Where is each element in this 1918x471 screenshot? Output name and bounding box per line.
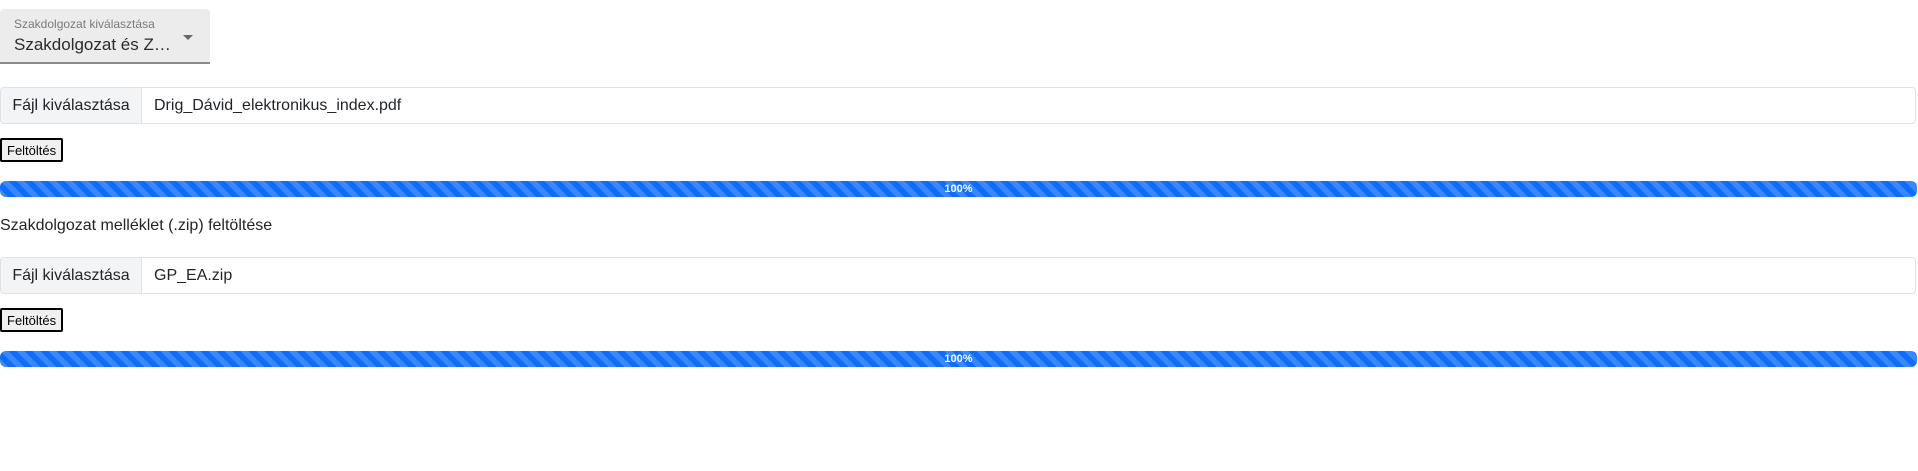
- thesis-select-label: Szakdolgozat kiválasztása: [14, 17, 155, 31]
- progress-fill-1: 100%: [0, 181, 1917, 197]
- file-input-group-2: Fájl kiválasztása GP_EA.zip: [0, 257, 1916, 294]
- upload-progress-bar-2: 100%: [0, 351, 1917, 367]
- upload-button-1[interactable]: Feltöltés: [0, 138, 64, 162]
- progress-text-1: 100%: [944, 183, 973, 195]
- dropdown-arrow-icon: [183, 35, 193, 40]
- selected-file-name-1[interactable]: Drig_Dávid_elektronikus_index.pdf: [154, 96, 402, 114]
- upload-button-2[interactable]: Feltöltés: [0, 308, 64, 332]
- attachment-upload-heading: Szakdolgozat melléklet (.zip) feltöltése: [0, 217, 273, 234]
- file-input-group-1: Fájl kiválasztása Drig_Dávid_elektroniku…: [0, 87, 1916, 124]
- selected-file-name-2[interactable]: GP_EA.zip: [154, 266, 233, 284]
- progress-text-2: 100%: [944, 353, 973, 365]
- thesis-select-value: Szakdolgozat és Záróvizsga: [14, 35, 180, 54]
- progress-fill-2: 100%: [0, 351, 1917, 367]
- choose-file-button-1[interactable]: Fájl kiválasztása: [1, 88, 142, 123]
- choose-file-button-2[interactable]: Fájl kiválasztása: [1, 258, 142, 293]
- upload-progress-bar-1: 100%: [0, 181, 1917, 197]
- thesis-select[interactable]: Szakdolgozat kiválasztása Szakdolgozat é…: [0, 9, 210, 64]
